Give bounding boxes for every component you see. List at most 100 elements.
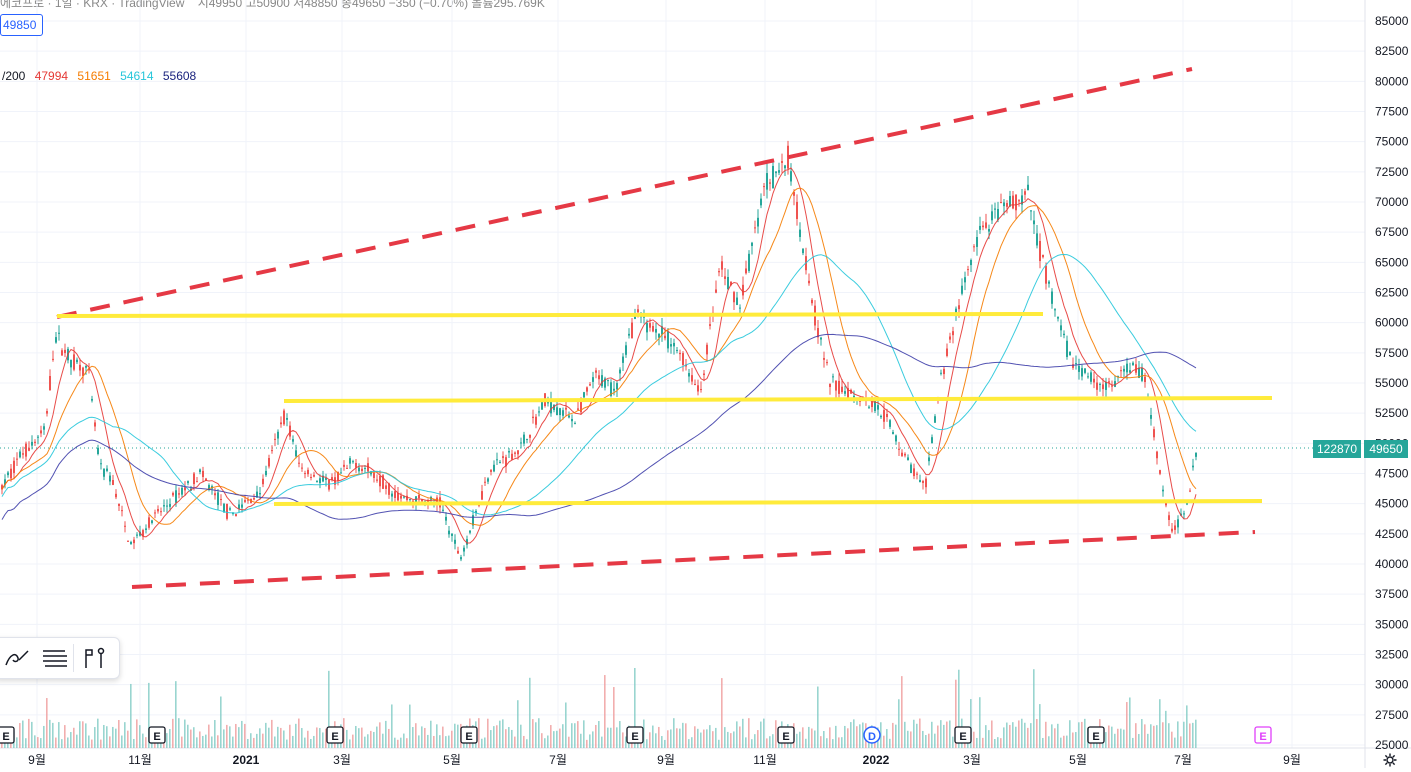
candle-body (829, 383, 831, 388)
trend-drawings[interactable] (56, 67, 1273, 589)
volume-bar (1060, 737, 1062, 748)
volume-bar (715, 727, 717, 748)
volume-bar (619, 721, 621, 748)
volume-bar (25, 738, 27, 748)
candle-body (1048, 281, 1050, 284)
candle-body (322, 475, 324, 482)
candle-body (43, 426, 45, 430)
volume-bar (349, 739, 351, 748)
volume-bar (607, 727, 609, 748)
parallel-lines-icon[interactable] (37, 640, 73, 676)
candle-body (982, 225, 984, 228)
volume-bar (808, 726, 810, 748)
candle-body (1096, 382, 1098, 390)
candle-body (523, 434, 525, 444)
volume-bar (40, 738, 42, 748)
volume-bar (343, 718, 345, 748)
volume-bar (1159, 699, 1161, 748)
earnings-marker[interactable] (1254, 726, 1272, 744)
earnings-marker[interactable] (626, 726, 644, 744)
candle-body (604, 378, 606, 388)
candle-body (481, 491, 483, 500)
volume-bar (970, 699, 972, 748)
volume-bar (1132, 737, 1134, 748)
volume-bar (1144, 724, 1146, 748)
volume-bar (709, 725, 711, 748)
volume-bar (52, 722, 54, 748)
support-line-45000[interactable] (273, 499, 1263, 506)
candle-body (97, 447, 99, 454)
earnings-marker[interactable] (1087, 726, 1105, 744)
candle-body (466, 539, 468, 545)
lower-trendline[interactable] (131, 530, 1256, 589)
volume-bar (19, 723, 21, 748)
candle-body (202, 470, 204, 478)
resistance-line-60500[interactable] (56, 312, 1044, 318)
candle-body (802, 248, 804, 254)
candle-body (235, 514, 237, 517)
volume-bar (880, 722, 882, 748)
volume-bar (805, 738, 807, 748)
candle-body (541, 400, 543, 410)
volume-bar (481, 738, 483, 748)
gear-icon[interactable] (1383, 753, 1397, 767)
volume-bar (319, 728, 321, 748)
volume-bar (796, 733, 798, 748)
volume-bar (28, 718, 30, 748)
volume-bar (187, 724, 189, 748)
fork-tool-icon[interactable] (76, 640, 112, 676)
candle-body (850, 389, 852, 394)
volume-bar (376, 726, 378, 748)
volume-bar (91, 739, 93, 748)
candle-body (775, 171, 777, 174)
candle-body (274, 438, 276, 440)
candle-body (1051, 291, 1053, 304)
upper-trendline[interactable] (56, 67, 1193, 319)
candle-body (1030, 210, 1032, 212)
earnings-marker[interactable] (0, 726, 15, 744)
candle-body (679, 352, 681, 355)
candle-body (733, 292, 735, 303)
candle-body (877, 405, 879, 410)
volume-bar (133, 738, 135, 748)
candle-body (655, 329, 657, 333)
candle-body (85, 365, 87, 368)
volume-bar (517, 700, 519, 748)
candle-body (79, 364, 81, 371)
volume-bar (178, 718, 180, 748)
volume-bar (742, 718, 744, 748)
candle-body (565, 407, 567, 410)
candle-body (835, 380, 837, 391)
dividend-marker[interactable] (863, 726, 881, 744)
candle-body (271, 450, 273, 452)
price-axis[interactable]: 85000 82500 80000 77500 75000 72500 70000 67500… (1375, 14, 1409, 752)
resistance-line-53700[interactable] (283, 396, 1273, 403)
volume-bar (439, 735, 441, 748)
earnings-marker[interactable] (326, 726, 344, 744)
candle-body (463, 547, 465, 552)
earnings-marker[interactable] (460, 726, 478, 744)
candle-body (1186, 503, 1188, 505)
volume-bar (244, 723, 246, 748)
candle-body (1075, 363, 1077, 365)
price-tick-label: 77500 (1375, 105, 1409, 119)
volume-bar (1012, 722, 1014, 748)
earnings-marker[interactable] (148, 726, 166, 744)
candle-body (751, 242, 753, 246)
candle-body (316, 480, 318, 482)
candle-body (364, 468, 366, 470)
candle-body (619, 369, 621, 374)
volume-bar (145, 737, 147, 748)
brush-tool-icon[interactable] (0, 640, 35, 676)
volume-bar (1075, 732, 1077, 748)
candle-body (1114, 381, 1116, 387)
time-axis[interactable]: 9월 11월 2021 3월 5월 7월 9월 11월 2022 3월 5월 7월 9월 (28, 753, 1301, 767)
earnings-marker[interactable] (954, 726, 972, 744)
earnings-marker[interactable] (777, 726, 795, 744)
candle-body (130, 541, 132, 545)
volume-bar (370, 730, 372, 748)
candle-body (1159, 470, 1161, 474)
price-tick-label: 67500 (1375, 225, 1409, 239)
